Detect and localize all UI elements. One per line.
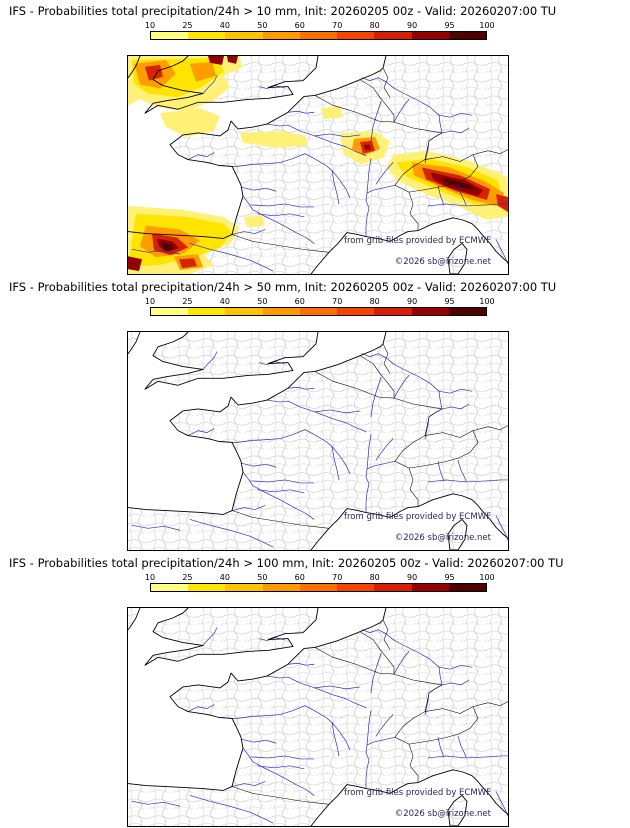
panel-title: IFS - Probabilities total precipitation/…	[9, 280, 557, 294]
probability-color-scale: 10 25 40 50 60 70 80 90 95 100	[145, 297, 495, 317]
scale-tick-label: 80	[369, 21, 380, 30]
scale-tick-label: 90	[407, 297, 418, 306]
scale-tick-label: 50	[257, 573, 268, 582]
scale-tick-label: 25	[182, 297, 193, 306]
scale-color-segment	[411, 308, 449, 315]
scale-tick-label: 10	[144, 21, 156, 30]
scale-tick-label: 40	[219, 21, 230, 30]
map-panel-100mm: IFS - Probabilities total precipitation/…	[0, 552, 630, 828]
scale-color-segment	[448, 308, 486, 315]
scale-color-segment	[374, 32, 412, 39]
scale-color-segment	[299, 584, 338, 591]
panel-title: IFS - Probabilities total precipitation/…	[9, 4, 557, 18]
scale-color-segment	[374, 308, 412, 315]
map-svg	[128, 56, 508, 274]
map-panel-10mm: IFS - Probabilities total precipitation/…	[0, 0, 630, 276]
scale-color-segment	[374, 584, 412, 591]
scale-color-segment	[188, 584, 226, 591]
scale-tick-label: 90	[407, 573, 418, 582]
scale-color-segment	[262, 308, 300, 315]
scale-color-segment	[299, 308, 338, 315]
scale-tick-label: 70	[332, 297, 343, 306]
scale-tick-label: 80	[369, 297, 380, 306]
scale-color-segment	[337, 32, 375, 39]
scale-tick-row: 10 25 40 50 60 70 80 90 95 100	[145, 573, 495, 583]
scale-color-segment	[448, 32, 486, 39]
scale-color-segment	[225, 32, 263, 39]
scale-color-segment	[151, 32, 189, 39]
scale-tick-label: 10	[144, 297, 156, 306]
probability-color-scale: 10 25 40 50 60 70 80 90 95 100	[145, 573, 495, 593]
scale-tick-label: 100	[479, 297, 495, 306]
scale-color-segment	[337, 308, 375, 315]
copyright-credit: ©2026 sb@irizone.net	[394, 533, 491, 543]
scale-tick-label: 60	[294, 297, 305, 306]
precipitation-map: from grib files provided by ECMWF ©2026 …	[127, 331, 509, 551]
scale-tick-row: 10 25 40 50 60 70 80 90 95 100	[145, 21, 495, 31]
scale-color-bar	[150, 31, 487, 40]
map-panel-50mm: IFS - Probabilities total precipitation/…	[0, 276, 630, 552]
scale-tick-label: 70	[332, 21, 343, 30]
scale-color-segment	[188, 32, 226, 39]
scale-tick-label: 95	[444, 573, 455, 582]
ecmwf-credit: from grib files provided by ECMWF	[344, 236, 491, 246]
precipitation-map: from grib files provided by ECMWF ©2026 …	[127, 607, 509, 827]
scale-color-segment	[411, 584, 449, 591]
copyright-credit: ©2026 sb@irizone.net	[394, 809, 491, 819]
scale-tick-label: 25	[182, 573, 193, 582]
scale-tick-label: 90	[407, 21, 418, 30]
scale-color-segment	[225, 308, 263, 315]
ecmwf-credit: from grib files provided by ECMWF	[344, 512, 491, 522]
scale-color-segment	[448, 584, 486, 591]
ecmwf-credit: from grib files provided by ECMWF	[344, 788, 491, 798]
copyright-credit: ©2026 sb@irizone.net	[394, 257, 491, 267]
scale-tick-label: 95	[444, 21, 455, 30]
scale-color-segment	[411, 32, 449, 39]
scale-tick-label: 100	[479, 573, 495, 582]
scale-color-segment	[262, 584, 300, 591]
scale-tick-label: 50	[257, 21, 268, 30]
scale-tick-label: 40	[219, 297, 230, 306]
scale-tick-label: 60	[294, 573, 305, 582]
scale-color-bar	[150, 583, 487, 592]
precipitation-map: from grib files provided by ECMWF ©2026 …	[127, 55, 509, 275]
scale-tick-label: 25	[182, 21, 193, 30]
scale-color-bar	[150, 307, 487, 316]
scale-tick-label: 10	[144, 573, 156, 582]
scale-tick-label: 100	[479, 21, 495, 30]
scale-tick-label: 95	[444, 297, 455, 306]
scale-tick-label: 70	[332, 573, 343, 582]
scale-tick-row: 10 25 40 50 60 70 80 90 95 100	[145, 297, 495, 307]
scale-tick-label: 40	[219, 573, 230, 582]
scale-color-segment	[188, 308, 226, 315]
scale-tick-label: 60	[294, 21, 305, 30]
scale-color-segment	[151, 308, 189, 315]
scale-color-segment	[151, 584, 189, 591]
scale-tick-label: 50	[257, 297, 268, 306]
scale-color-segment	[337, 584, 375, 591]
scale-color-segment	[262, 32, 300, 39]
scale-color-segment	[299, 32, 338, 39]
panel-title: IFS - Probabilities total precipitation/…	[9, 556, 564, 570]
probability-color-scale: 10 25 40 50 60 70 80 90 95 100	[145, 21, 495, 41]
scale-tick-label: 80	[369, 573, 380, 582]
scale-color-segment	[225, 584, 263, 591]
